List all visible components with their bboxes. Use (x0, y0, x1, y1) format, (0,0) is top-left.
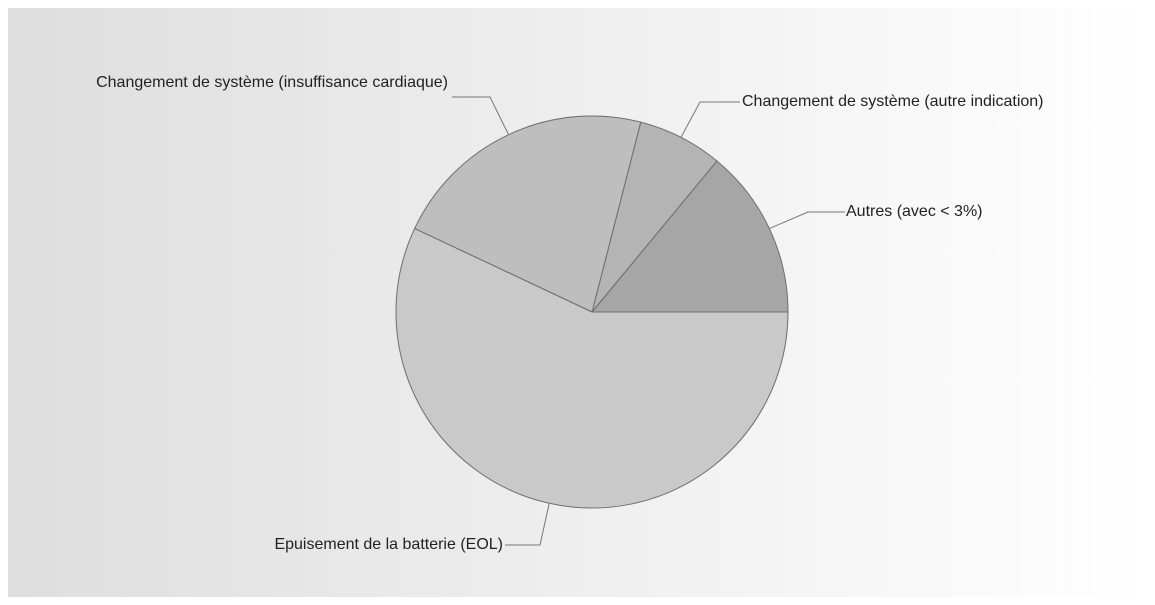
pie-slice (590, 160, 789, 313)
leader-line (680, 101, 740, 138)
slice-label: Changement de système (autre indication) (742, 93, 1044, 110)
slice-label: Epuisement de la batterie (EOL) (274, 536, 503, 553)
leader-line (505, 503, 550, 546)
pie-slice (413, 115, 642, 313)
slice-label: Changement de système (insuffisance card… (96, 74, 448, 91)
leader-line (769, 211, 845, 230)
slice-label: Autres (avec < 3%) (846, 203, 983, 220)
pie-slice (395, 227, 789, 509)
leader-line (452, 96, 509, 135)
